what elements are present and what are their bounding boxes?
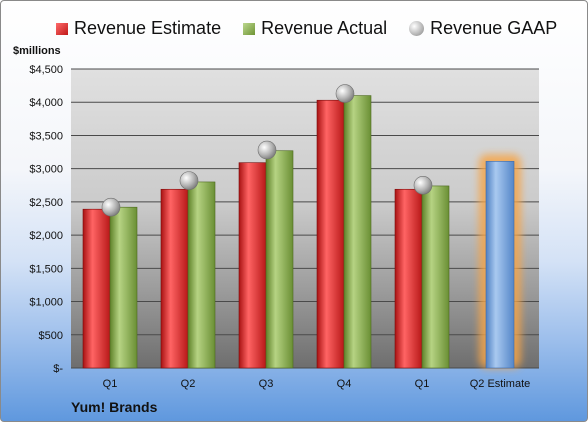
legend: Revenue Estimate Revenue Actual Revenue … <box>56 18 557 39</box>
bar-revenue-estimate <box>316 99 345 369</box>
x-tick-label: Q4 <box>337 378 352 390</box>
y-axis-unit-label: $millions <box>13 45 61 57</box>
company-name: Yum! Brands <box>71 399 158 415</box>
bar-revenue-actual <box>421 185 450 369</box>
y-tick-label: $- <box>53 363 63 375</box>
x-tick-label: Q2 Estimate <box>470 378 531 390</box>
y-tick-label: $2,000 <box>29 230 63 242</box>
x-tick-label: Q1 <box>103 378 118 390</box>
bar-revenue-actual <box>343 95 372 369</box>
bar-q2-estimate <box>485 161 515 369</box>
y-tick-label: $3,000 <box>29 164 63 176</box>
bar-revenue-estimate <box>82 208 111 369</box>
bar-revenue-estimate <box>160 188 189 369</box>
point-revenue-gaap <box>413 175 433 195</box>
bar-revenue-estimate <box>394 188 423 369</box>
y-axis-ticks: $- $500 $1,000 $1,500 $2,000 $2,500 $3,000 $3,5… <box>29 64 63 375</box>
legend-swatch-actual <box>243 22 256 35</box>
x-tick-label: Q1 <box>415 378 430 390</box>
y-tick-label: $500 <box>39 330 63 342</box>
y-tick-label: $1,500 <box>29 263 63 275</box>
legend-label-estimate: Revenue Estimate <box>74 18 222 38</box>
legend-label-actual: Revenue Actual <box>261 18 388 38</box>
legend-label-gaap: Revenue GAAP <box>430 18 558 38</box>
legend-item-revenue-gaap: Revenue GAAP <box>409 18 557 39</box>
bar-revenue-actual <box>265 150 294 369</box>
y-tick-label: $4,000 <box>29 97 63 109</box>
bar-revenue-estimate <box>238 162 267 369</box>
legend-swatch-gaap <box>409 21 425 36</box>
x-tick-label: Q3 <box>259 378 274 390</box>
point-revenue-gaap <box>179 171 199 190</box>
bar-revenue-actual <box>187 181 216 369</box>
legend-swatch-estimate <box>56 22 68 35</box>
legend-item-revenue-estimate: Revenue Estimate <box>56 18 221 39</box>
y-tick-label: $4,500 <box>29 64 63 76</box>
y-tick-label: $1,000 <box>29 297 63 309</box>
point-revenue-gaap <box>257 140 277 160</box>
bar-revenue-actual <box>109 206 138 369</box>
x-axis-labels: Q1 Q2 Q3 Q4 Q1 Q2 Estimate <box>103 378 531 390</box>
legend-item-revenue-actual: Revenue Actual <box>243 18 387 39</box>
bars <box>82 84 521 369</box>
y-tick-label: $3,500 <box>29 130 63 142</box>
plot-area <box>71 69 539 368</box>
y-tick-label: $2,500 <box>29 197 63 209</box>
gridlines <box>71 68 539 369</box>
point-revenue-gaap <box>101 197 121 217</box>
x-tick-label: Q2 <box>181 378 196 390</box>
point-revenue-gaap <box>335 84 355 103</box>
